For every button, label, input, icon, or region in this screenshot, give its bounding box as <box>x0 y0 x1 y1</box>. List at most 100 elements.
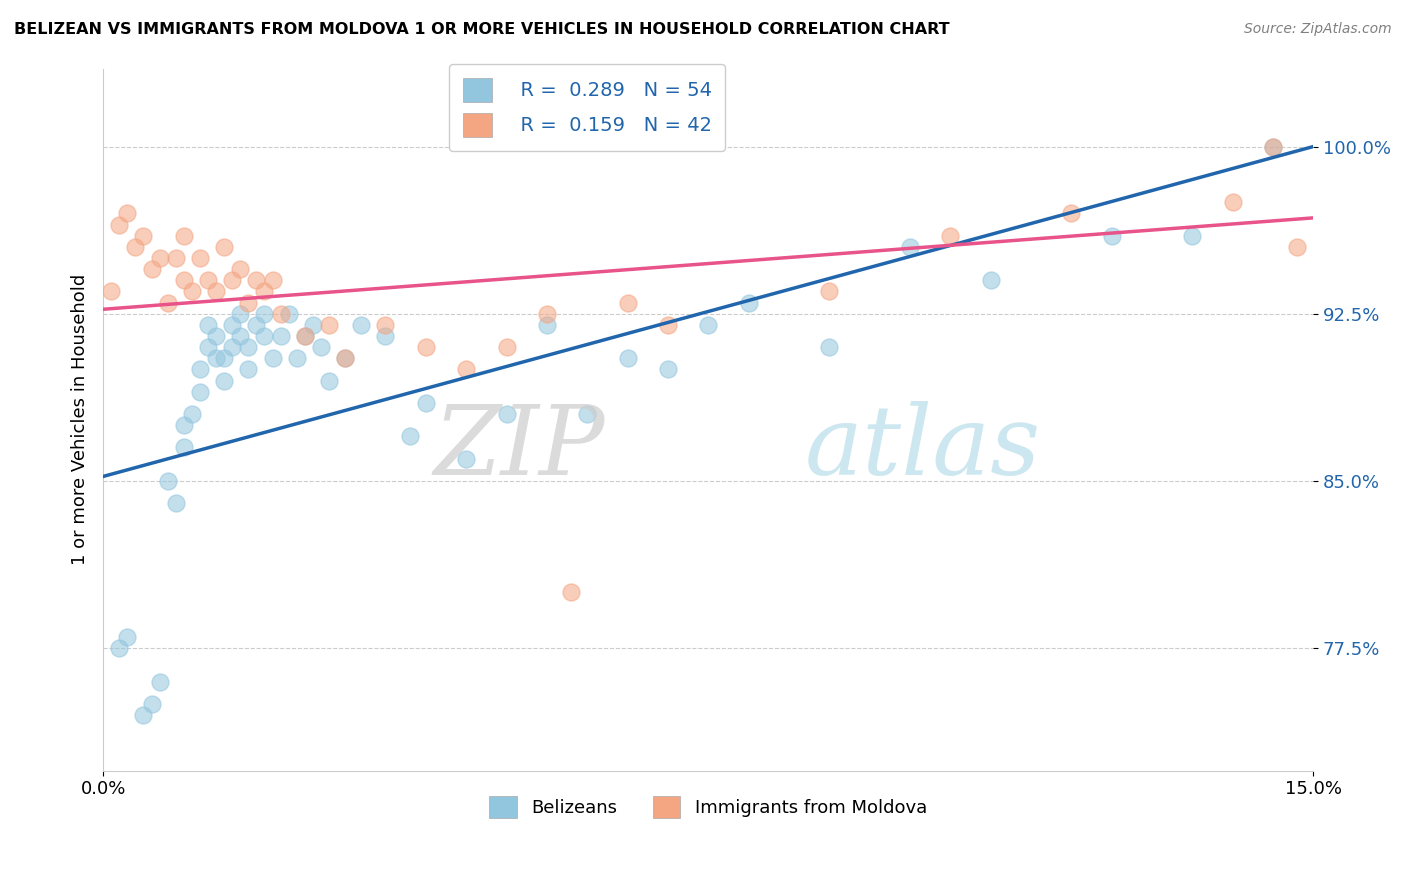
Point <box>205 329 228 343</box>
Point <box>737 295 759 310</box>
Point <box>117 206 139 220</box>
Point <box>576 407 599 421</box>
Point <box>818 340 841 354</box>
Point <box>253 329 276 343</box>
Point <box>456 451 478 466</box>
Point <box>657 318 679 332</box>
Point <box>124 240 146 254</box>
Point <box>229 307 252 321</box>
Point <box>1261 139 1284 153</box>
Text: atlas: atlas <box>806 401 1040 495</box>
Point <box>818 285 841 299</box>
Point <box>262 273 284 287</box>
Point <box>898 240 921 254</box>
Point <box>238 362 260 376</box>
Point <box>188 251 211 265</box>
Point <box>108 218 131 232</box>
Point <box>180 285 202 299</box>
Point <box>229 262 252 277</box>
Point <box>253 307 276 321</box>
Point <box>238 340 260 354</box>
Point <box>262 351 284 366</box>
Point <box>245 273 267 287</box>
Point <box>221 318 243 332</box>
Point <box>560 585 582 599</box>
Point <box>197 273 219 287</box>
Text: ZIP: ZIP <box>434 401 606 495</box>
Point <box>277 307 299 321</box>
Point <box>415 396 437 410</box>
Point <box>173 441 195 455</box>
Point <box>149 251 172 265</box>
Point <box>132 708 155 723</box>
Point <box>495 340 517 354</box>
Point <box>536 318 558 332</box>
Point <box>253 285 276 299</box>
Point <box>156 295 179 310</box>
Point <box>173 228 195 243</box>
Point <box>350 318 373 332</box>
Point <box>100 285 122 299</box>
Point <box>1261 139 1284 153</box>
Point <box>1060 206 1083 220</box>
Point <box>197 340 219 354</box>
Point <box>318 318 340 332</box>
Text: BELIZEAN VS IMMIGRANTS FROM MOLDOVA 1 OR MORE VEHICLES IN HOUSEHOLD CORRELATION : BELIZEAN VS IMMIGRANTS FROM MOLDOVA 1 OR… <box>14 22 949 37</box>
Point <box>302 318 325 332</box>
Y-axis label: 1 or more Vehicles in Household: 1 or more Vehicles in Household <box>72 274 89 566</box>
Point <box>108 641 131 656</box>
Point <box>188 362 211 376</box>
Point <box>212 351 235 366</box>
Point <box>333 351 356 366</box>
Point <box>221 340 243 354</box>
Point <box>616 295 638 310</box>
Point <box>309 340 332 354</box>
Point <box>173 418 195 433</box>
Point <box>270 329 292 343</box>
Point <box>197 318 219 332</box>
Point <box>294 329 316 343</box>
Point <box>374 329 396 343</box>
Point <box>980 273 1002 287</box>
Legend: Belizeans, Immigrants from Moldova: Belizeans, Immigrants from Moldova <box>482 789 934 825</box>
Point <box>245 318 267 332</box>
Point <box>1181 228 1204 243</box>
Point <box>374 318 396 332</box>
Point <box>117 630 139 644</box>
Point <box>1101 228 1123 243</box>
Point <box>939 228 962 243</box>
Point <box>333 351 356 366</box>
Point <box>205 285 228 299</box>
Point <box>205 351 228 366</box>
Point <box>536 307 558 321</box>
Point <box>1286 240 1309 254</box>
Point <box>270 307 292 321</box>
Point <box>285 351 308 366</box>
Point <box>165 496 187 510</box>
Point <box>173 273 195 287</box>
Point <box>156 474 179 488</box>
Point <box>1222 195 1244 210</box>
Point <box>165 251 187 265</box>
Point <box>657 362 679 376</box>
Point <box>141 262 163 277</box>
Point <box>180 407 202 421</box>
Point <box>415 340 437 354</box>
Point <box>616 351 638 366</box>
Point <box>221 273 243 287</box>
Point <box>229 329 252 343</box>
Point <box>238 295 260 310</box>
Point <box>318 374 340 388</box>
Point <box>398 429 420 443</box>
Point <box>456 362 478 376</box>
Point <box>132 228 155 243</box>
Point <box>294 329 316 343</box>
Point <box>212 374 235 388</box>
Point <box>495 407 517 421</box>
Point <box>212 240 235 254</box>
Text: Source: ZipAtlas.com: Source: ZipAtlas.com <box>1244 22 1392 37</box>
Point <box>141 697 163 711</box>
Point <box>188 384 211 399</box>
Point <box>149 674 172 689</box>
Point <box>697 318 720 332</box>
